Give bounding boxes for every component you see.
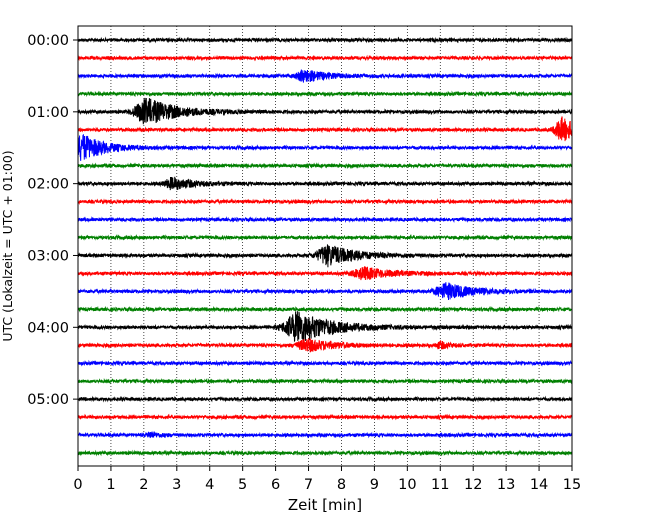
x-tick-label: 6 — [271, 477, 280, 493]
vertical-grid — [110, 26, 540, 466]
x-tick-label: 2 — [139, 477, 148, 493]
y-tick-label: 04:00 — [27, 320, 69, 336]
trace-line — [78, 97, 572, 125]
y-axis-label: UTC (Lokalzeit = UTC + 01:00) — [0, 150, 15, 341]
x-tick-label: 9 — [370, 477, 379, 493]
x-tick-label: 11 — [431, 477, 449, 493]
x-tick-label: 7 — [304, 477, 313, 493]
x-tick-label: 3 — [172, 477, 181, 493]
trace-line — [78, 305, 572, 313]
y-tick-label: 03:00 — [27, 248, 69, 264]
traces — [78, 36, 572, 457]
x-tick-label: 14 — [530, 477, 548, 493]
y-tick-label: 01:00 — [27, 105, 69, 121]
trace-line — [78, 282, 572, 301]
x-tick-label: 12 — [464, 477, 482, 493]
x-tick-label: 13 — [497, 477, 515, 493]
trace-line — [78, 162, 572, 170]
trace-line — [78, 134, 572, 161]
x-axis-ticks: 0 1 2 3 4 5 6 7 8 9 10 11 12 13 14 15 — [73, 466, 581, 493]
y-tick-label: 02:00 — [27, 177, 69, 193]
trace-line — [78, 233, 572, 241]
x-tick-label: 8 — [337, 477, 346, 493]
x-tick-label: 5 — [238, 477, 247, 493]
trace-line — [78, 90, 572, 98]
trace-line — [78, 377, 572, 385]
trace-line — [78, 36, 572, 44]
trace-line — [78, 338, 572, 353]
x-tick-label: 0 — [73, 477, 82, 493]
x-tick-label: 4 — [205, 477, 214, 493]
y-axis-ticks: 00:00 01:00 02:00 03:00 04:00 05:00 — [27, 33, 78, 408]
trace-line — [78, 449, 572, 457]
trace-line — [78, 244, 572, 268]
trace-line — [78, 266, 572, 281]
trace-line — [78, 359, 572, 367]
trace-line — [78, 216, 572, 224]
trace-line — [78, 430, 572, 439]
y-tick-label: 05:00 — [27, 392, 69, 408]
trace-line — [78, 54, 572, 62]
x-tick-label: 1 — [106, 477, 115, 493]
trace-line — [78, 198, 572, 206]
plot-frame — [77, 25, 573, 467]
trace-line — [78, 69, 572, 83]
x-tick-label: 15 — [563, 477, 581, 493]
x-tick-label: 10 — [398, 477, 416, 493]
trace-line — [78, 395, 572, 403]
y-tick-label: 00:00 — [27, 33, 69, 49]
trace-line — [78, 116, 572, 142]
trace-line — [78, 413, 572, 421]
trace-line — [78, 176, 572, 191]
trace-line — [78, 311, 572, 343]
x-axis-label: Zeit [min] — [288, 496, 362, 514]
